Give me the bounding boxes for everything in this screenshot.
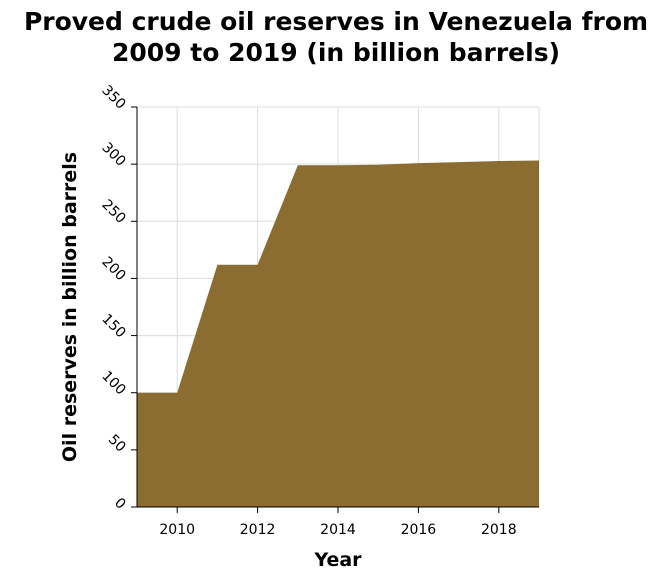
- y-tick-label-250: 250: [98, 197, 128, 227]
- y-tick-labels: 0 50 100 150 200 250 300 350: [98, 82, 128, 512]
- y-tick-label-100: 100: [98, 368, 128, 398]
- y-tick-label-200: 200: [98, 254, 128, 284]
- y-tick-label-150: 150: [98, 311, 128, 341]
- area-series: [137, 160, 539, 507]
- y-axis-label: Oil reserves in billion barrels: [59, 152, 81, 462]
- x-tick-label-2010: 2010: [159, 522, 195, 538]
- y-tick-label-350: 350: [98, 82, 128, 112]
- chart-title-line-2: 2009 to 2019 (in billion barrels): [112, 38, 560, 67]
- x-tick-labels: 2010 2012 2014 2016 2018: [159, 522, 516, 538]
- area-fill: [137, 160, 539, 507]
- axes: [131, 106, 539, 513]
- x-axis-label: Year: [313, 549, 362, 571]
- chart-title-line-1: Proved crude oil reserves in Venezuela f…: [23, 7, 649, 36]
- x-tick-label-2014: 2014: [320, 522, 356, 538]
- y-tick-label-50: 50: [105, 432, 129, 456]
- x-tick-label-2012: 2012: [240, 522, 276, 538]
- chart-title: Proved crude oil reserves in Venezuela f…: [0, 6, 672, 68]
- y-tick-label-300: 300: [98, 140, 128, 170]
- x-tick-label-2016: 2016: [401, 522, 437, 538]
- x-tick-label-2018: 2018: [481, 522, 517, 538]
- y-tick-label-0: 0: [111, 495, 129, 513]
